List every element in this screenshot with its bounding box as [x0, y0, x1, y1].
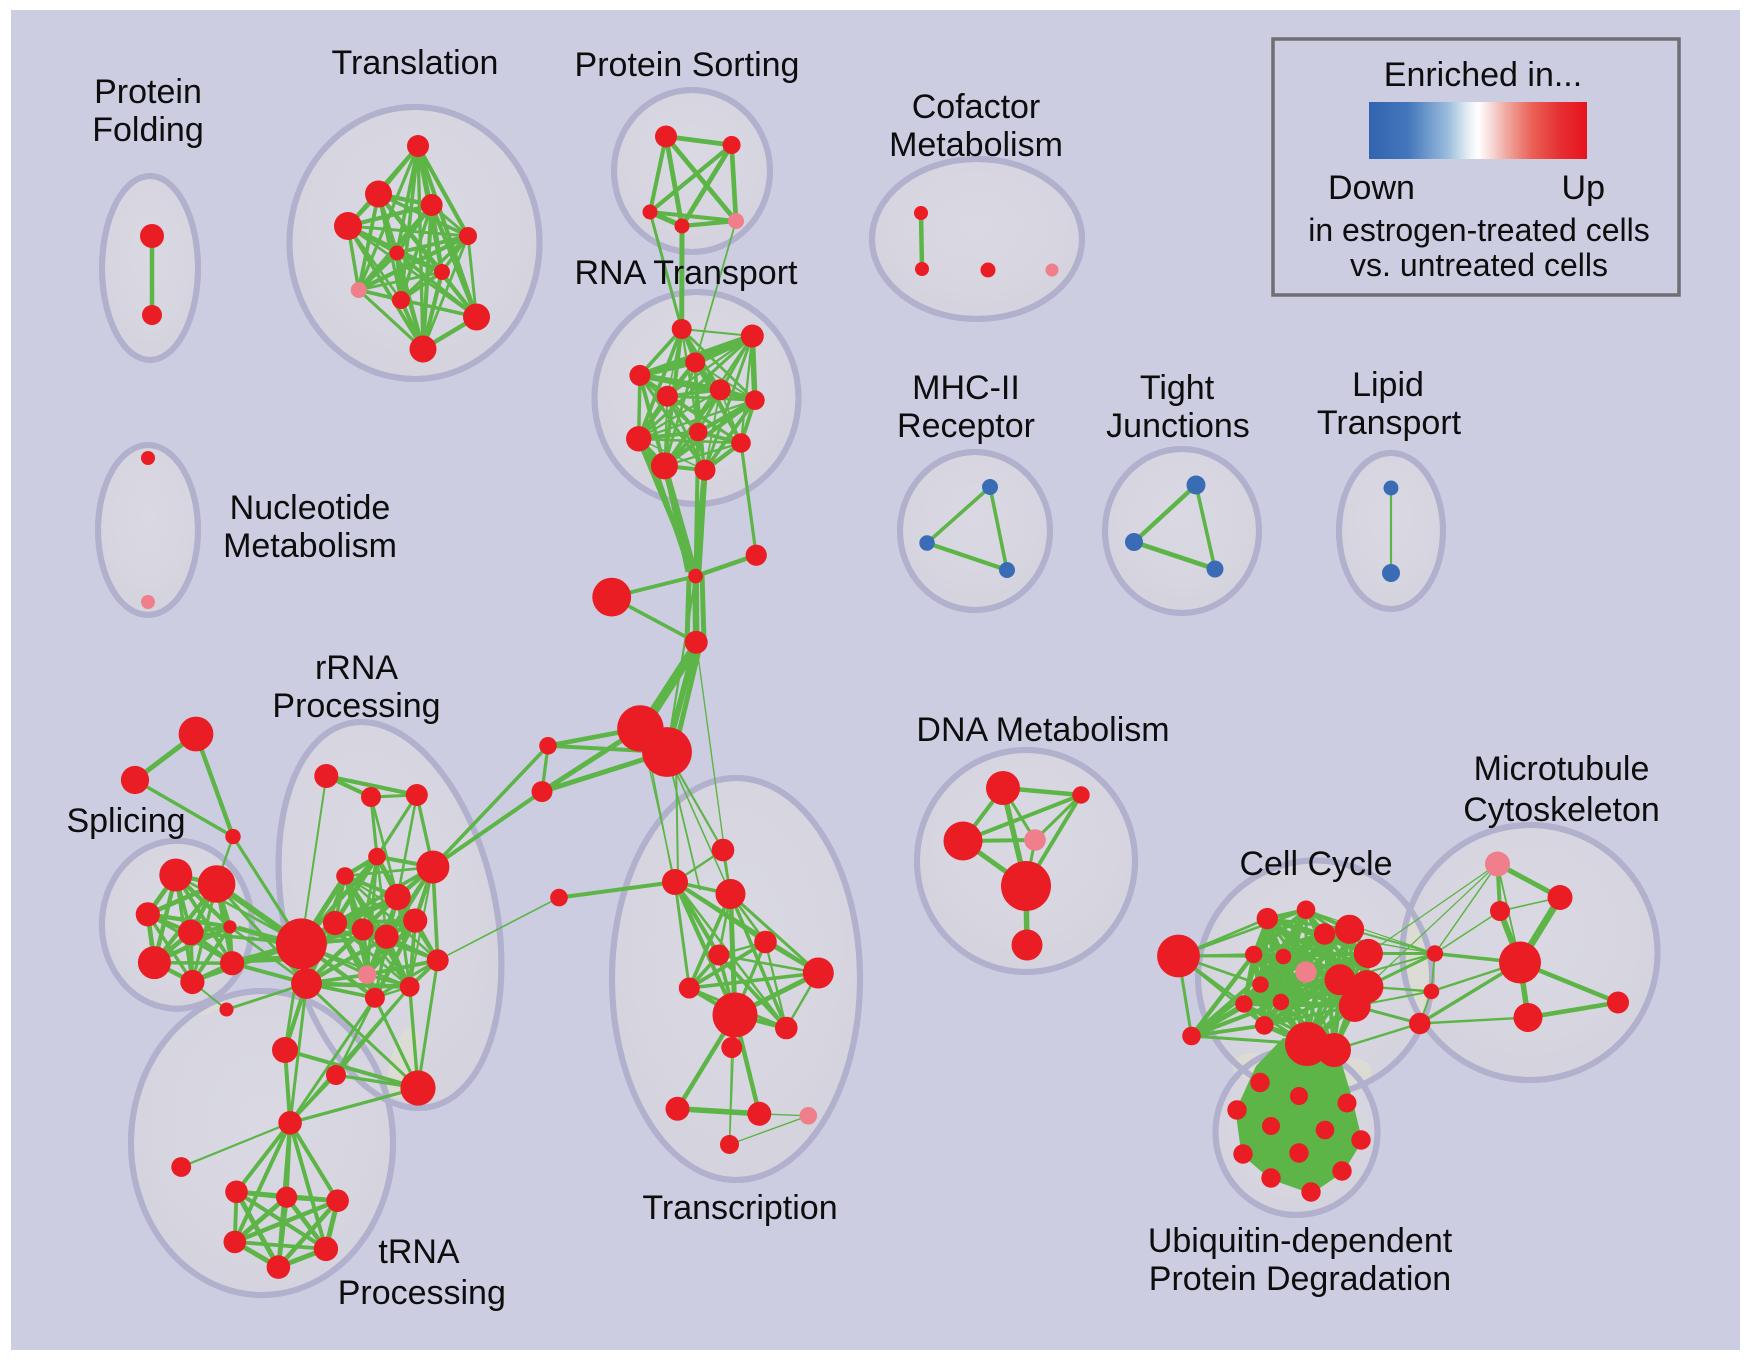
svg-text:Processing: Processing	[272, 687, 440, 725]
svg-text:in estrogen-treated cells: in estrogen-treated cells	[1308, 212, 1650, 248]
svg-text:Metabolism: Metabolism	[889, 126, 1063, 164]
svg-text:Up: Up	[1562, 169, 1605, 207]
svg-text:Protein: Protein	[94, 73, 202, 111]
svg-text:tRNA: tRNA	[378, 1233, 460, 1271]
svg-text:vs. untreated cells: vs. untreated cells	[1350, 247, 1608, 283]
svg-text:DNA Metabolism: DNA Metabolism	[916, 711, 1169, 749]
svg-text:Cofactor: Cofactor	[912, 88, 1041, 126]
svg-text:Enriched in...: Enriched in...	[1384, 56, 1582, 94]
svg-text:Splicing: Splicing	[66, 802, 185, 840]
svg-text:Metabolism: Metabolism	[223, 527, 397, 565]
svg-text:Nucleotide: Nucleotide	[230, 489, 391, 527]
svg-text:Protein Degradation: Protein Degradation	[1149, 1260, 1451, 1298]
svg-text:rRNA: rRNA	[315, 649, 398, 687]
svg-text:Ubiquitin-dependent: Ubiquitin-dependent	[1148, 1222, 1453, 1260]
svg-text:Microtubule: Microtubule	[1474, 750, 1650, 788]
svg-text:Processing: Processing	[338, 1274, 506, 1312]
svg-text:Translation: Translation	[332, 44, 499, 82]
svg-text:MHC-II: MHC-II	[912, 369, 1020, 407]
svg-text:Receptor: Receptor	[897, 407, 1035, 445]
svg-text:Tight: Tight	[1140, 369, 1215, 407]
svg-text:Transcription: Transcription	[642, 1189, 837, 1227]
svg-text:Lipid: Lipid	[1352, 366, 1424, 404]
svg-text:Down: Down	[1328, 169, 1415, 207]
svg-text:Transport: Transport	[1317, 404, 1462, 442]
svg-text:RNA Transport: RNA Transport	[575, 254, 799, 292]
svg-text:Cell Cycle: Cell Cycle	[1239, 845, 1392, 883]
svg-text:Folding: Folding	[92, 111, 204, 149]
svg-text:Cytoskeleton: Cytoskeleton	[1463, 791, 1660, 829]
svg-text:Protein Sorting: Protein Sorting	[575, 46, 800, 84]
svg-text:Junctions: Junctions	[1106, 407, 1250, 445]
